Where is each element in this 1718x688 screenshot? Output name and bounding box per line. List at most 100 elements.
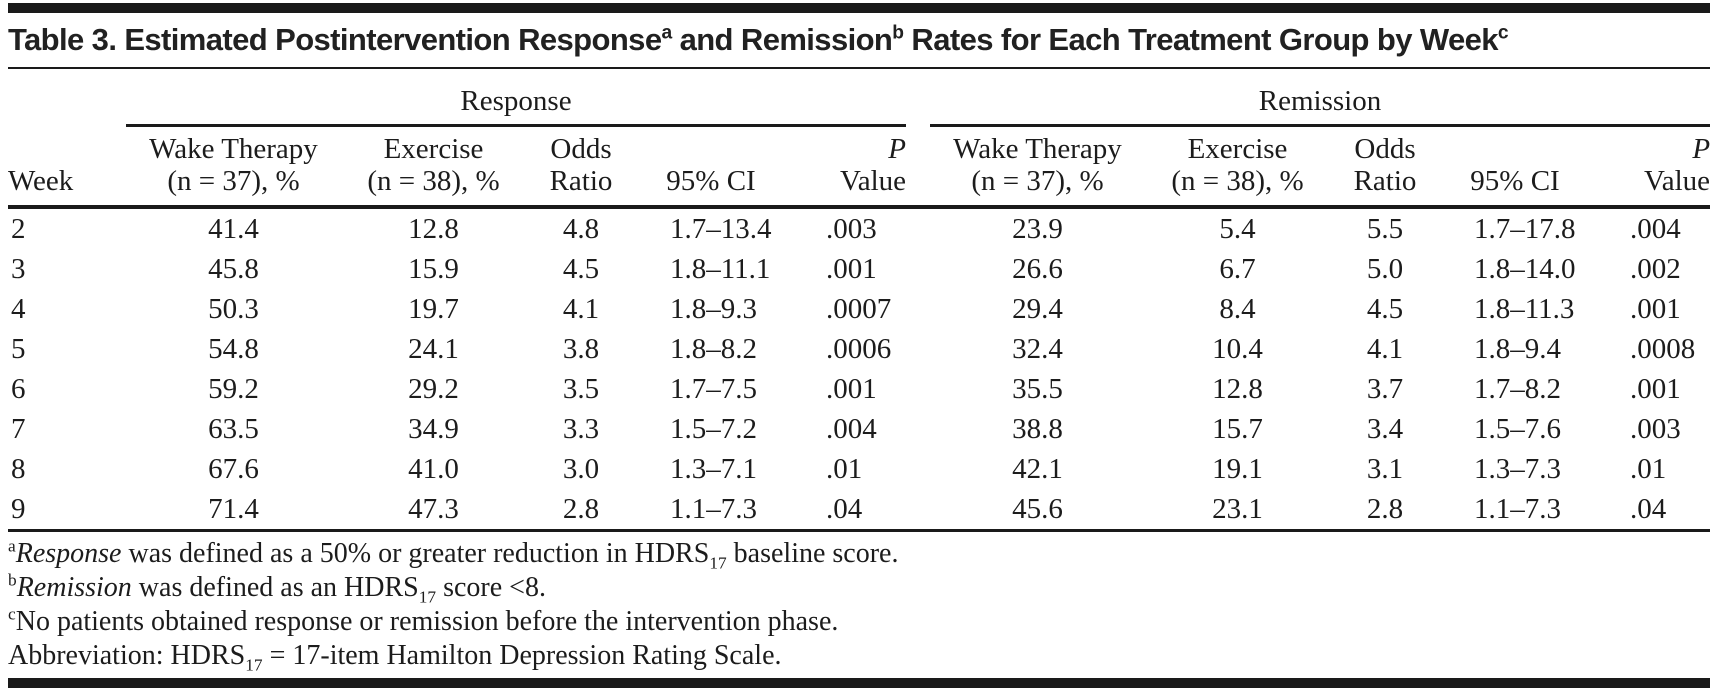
cell-response-ci: 1.8–8.2	[670, 333, 757, 365]
cell-week: 8	[11, 453, 26, 485]
header-gap	[906, 125, 930, 209]
cell-gap	[906, 489, 930, 529]
footnote-text: baseline score.	[726, 538, 899, 569]
cell-remission-exercise: 23.1	[1212, 493, 1263, 525]
response-ci-header: 95% CI	[636, 125, 786, 209]
cell-response-ci: 1.1–7.3	[670, 493, 757, 525]
cell-response-wake: 59.2	[208, 373, 259, 405]
cell-week: 6	[11, 373, 26, 405]
cell-response-odds: 3.0	[562, 453, 600, 485]
footnote-marker-b: b	[8, 570, 17, 590]
cell-remission-wake: 38.8	[1012, 413, 1063, 445]
cell-response-exercise: 47.3	[408, 493, 459, 525]
cell-week: 2	[11, 213, 26, 245]
remission-exercise-header: Exercise (n = 38), %	[1145, 125, 1330, 209]
column-header-row: Week Wake Therapy (n = 37), % Exercise (n …	[8, 125, 1711, 209]
group-spanner-row: Response Remission	[8, 69, 1711, 127]
cell-response-p: .001	[826, 373, 877, 405]
cell-remission-wake: 29.4	[1012, 293, 1063, 325]
cell-response-odds: 2.8	[562, 493, 600, 525]
cell-gap	[906, 207, 930, 249]
response-wake-therapy-header: Wake Therapy (n = 37), %	[126, 125, 341, 209]
table-row: 5 54.8 24.1 3.8 1.8–8.2 .0006 32.4 10.4 …	[8, 329, 1710, 369]
cell-remission-p: .04	[1630, 493, 1667, 525]
response-group-header: Response	[126, 69, 906, 127]
footnote-text: was defined as a 50% or greater reductio…	[121, 538, 710, 569]
cell-response-ci: 1.8–11.1	[670, 253, 771, 285]
title-divider-rule	[8, 67, 1710, 69]
cell-remission-wake: 35.5	[1012, 373, 1063, 405]
cell-response-p: .01	[826, 453, 863, 485]
cell-gap	[906, 369, 930, 409]
header-line: Wake Therapy	[953, 133, 1122, 165]
footnote-abbreviation: Abbreviation: HDRS17 = 17-item Hamilton …	[8, 639, 1710, 674]
cell-response-odds: 3.3	[562, 413, 600, 445]
spanner-spacer	[8, 69, 126, 126]
cell-response-p: .04	[826, 493, 863, 525]
cell-response-exercise: 19.7	[408, 293, 459, 325]
cell-week: 9	[11, 493, 26, 525]
cell-response-exercise: 41.0	[408, 453, 459, 485]
header-line: (n = 38), %	[1171, 165, 1304, 197]
cell-response-wake: 41.4	[208, 213, 259, 245]
cell-remission-p: .01	[1630, 453, 1667, 485]
header-line: P	[888, 133, 906, 165]
header-line: Exercise	[1187, 133, 1288, 165]
cell-remission-exercise: 15.7	[1212, 413, 1263, 445]
cell-response-odds: 4.8	[562, 213, 600, 245]
cell-response-exercise: 29.2	[408, 373, 459, 405]
header-line: Value	[1644, 165, 1711, 197]
footnote-marker-c: c	[8, 604, 16, 624]
footnote-b: bRemission was defined as an HDRS17 scor…	[8, 571, 1710, 605]
cell-remission-odds: 4.5	[1366, 293, 1404, 325]
cell-response-ci: 1.8–9.3	[670, 293, 757, 325]
footnote-marker-a: a	[8, 536, 16, 556]
cell-remission-exercise: 19.1	[1212, 453, 1263, 485]
cell-remission-ci: 1.7–8.2	[1474, 373, 1561, 405]
table-bottom-rule	[8, 529, 1710, 532]
cell-remission-odds: 2.8	[1366, 493, 1404, 525]
cell-gap	[906, 409, 930, 449]
cell-gap	[906, 449, 930, 489]
cell-remission-wake: 32.4	[1012, 333, 1063, 365]
results-table: Response Remission Week Wake Therapy (n =…	[8, 69, 1711, 529]
hdrs-subscript: 17	[418, 587, 437, 607]
footnote-term: Response	[15, 538, 122, 569]
bottom-rule-bar	[8, 678, 1710, 688]
table-row: 7 63.5 34.9 3.3 1.5–7.2 .004 38.8 15.7 3…	[8, 409, 1710, 449]
cell-remission-exercise: 12.8	[1212, 373, 1263, 405]
remission-odds-ratio-header: Odds Ratio	[1330, 125, 1440, 209]
top-rule-bar	[8, 3, 1710, 13]
header-line: Odds	[1354, 133, 1416, 165]
cell-remission-p: .001	[1630, 373, 1681, 405]
table-row: 9 71.4 47.3 2.8 1.1–7.3 .04 45.6 23.1 2.…	[8, 489, 1710, 529]
footnote-text: Abbreviation: HDRS	[8, 640, 246, 671]
header-line: Odds	[550, 133, 612, 165]
header-line: Exercise	[383, 133, 484, 165]
cell-response-wake: 71.4	[208, 493, 259, 525]
cell-response-wake: 45.8	[208, 253, 259, 285]
footnotes: aResponse was defined as a 50% or greate…	[8, 532, 1710, 673]
cell-response-exercise: 34.9	[408, 413, 459, 445]
title-footnote-marker-a: a	[661, 22, 672, 44]
cell-remission-wake: 42.1	[1012, 453, 1063, 485]
cell-week: 3	[11, 253, 26, 285]
cell-remission-odds: 5.0	[1366, 253, 1404, 285]
cell-response-ci: 1.5–7.2	[670, 413, 757, 445]
cell-week: 7	[11, 413, 26, 445]
header-line: P	[1692, 133, 1711, 165]
cell-remission-p: .003	[1630, 413, 1681, 445]
cell-remission-ci: 1.8–14.0	[1474, 253, 1576, 285]
header-line: Ratio	[1353, 165, 1417, 197]
response-odds-ratio-header: Odds Ratio	[526, 125, 636, 209]
cell-response-p: .003	[826, 213, 877, 245]
cell-response-exercise: 24.1	[408, 333, 459, 365]
cell-remission-exercise: 5.4	[1219, 213, 1256, 245]
cell-remission-wake: 45.6	[1012, 493, 1063, 525]
cell-remission-p: .001	[1630, 293, 1681, 325]
title-text: and Remission	[671, 22, 893, 57]
cell-response-p: .0006	[826, 333, 892, 365]
footnote-a: aResponse was defined as a 50% or greate…	[8, 537, 1710, 571]
footnote-term: Remission	[16, 572, 132, 603]
cell-response-p: .004	[826, 413, 877, 445]
